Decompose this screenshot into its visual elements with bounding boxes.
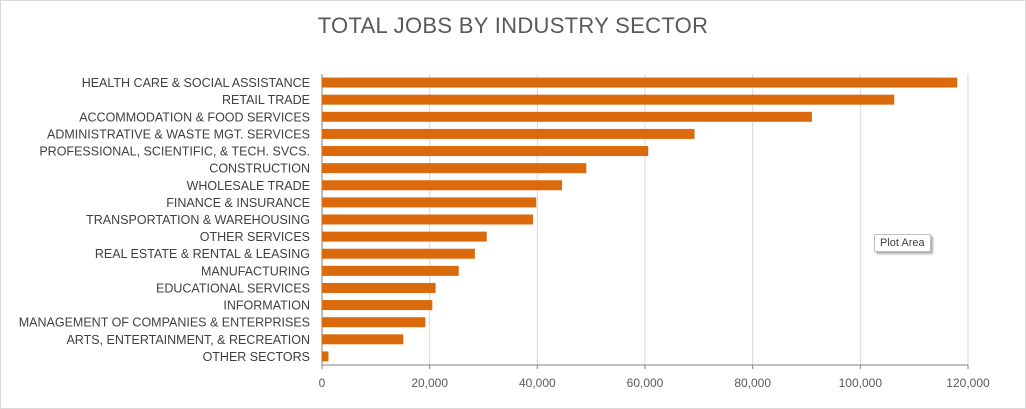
category-label: RETAIL TRADE — [222, 93, 310, 107]
category-label: ARTS, ENTERTAINMENT, & RECREATION — [66, 333, 310, 347]
category-label: OTHER SECTORS — [203, 350, 310, 364]
category-label: FINANCE & INSURANCE — [166, 196, 310, 210]
bar — [322, 351, 329, 362]
category-label: PROFESSIONAL, SCIENTIFIC, & TECH. SVCS. — [39, 145, 310, 159]
x-tick-label: 100,000 — [839, 376, 883, 390]
category-label: REAL ESTATE & RENTAL & LEASING — [95, 247, 310, 261]
bar — [322, 282, 436, 293]
bar — [322, 334, 404, 345]
category-label: TRANSPORTATION & WAREHOUSING — [86, 213, 310, 227]
bar — [322, 248, 475, 259]
category-label: OTHER SERVICES — [200, 230, 310, 244]
category-label: MANAGEMENT OF COMPANIES & ENTERPRISES — [19, 316, 310, 330]
chart-title: TOTAL JOBS BY INDUSTRY SECTOR — [317, 13, 709, 38]
bar — [322, 77, 958, 88]
category-label: CONSTRUCTION — [209, 162, 310, 176]
bar — [322, 163, 587, 174]
category-label: MANUFACTURING — [201, 264, 310, 278]
category-label: ADMINISTRATIVE & WASTE MGT. SERVICES — [47, 127, 310, 141]
plot-area-tooltip: Plot Area — [874, 234, 931, 252]
bar — [322, 197, 537, 208]
bar — [322, 317, 426, 328]
x-tick-label: 60,000 — [627, 376, 664, 390]
category-label: INFORMATION — [223, 299, 310, 313]
category-label: HEALTH CARE & SOCIAL ASSISTANCE — [82, 76, 310, 90]
x-tick-label: 120,000 — [946, 376, 990, 390]
bar — [322, 265, 459, 276]
x-tick-label: 20,000 — [411, 376, 448, 390]
bar — [322, 94, 895, 105]
bar — [322, 128, 695, 139]
bar — [322, 300, 433, 311]
category-label: WHOLESALE TRADE — [187, 179, 310, 193]
bar — [322, 214, 534, 225]
x-tick-label: 0 — [319, 376, 326, 390]
bar — [322, 111, 812, 122]
x-tick-label: 80,000 — [734, 376, 771, 390]
bar — [322, 146, 649, 157]
bar — [322, 231, 487, 242]
x-tick-label: 40,000 — [519, 376, 556, 390]
category-label: EDUCATIONAL SERVICES — [156, 281, 310, 295]
category-label: ACCOMMODATION & FOOD SERVICES — [79, 110, 310, 124]
bar — [322, 180, 563, 191]
